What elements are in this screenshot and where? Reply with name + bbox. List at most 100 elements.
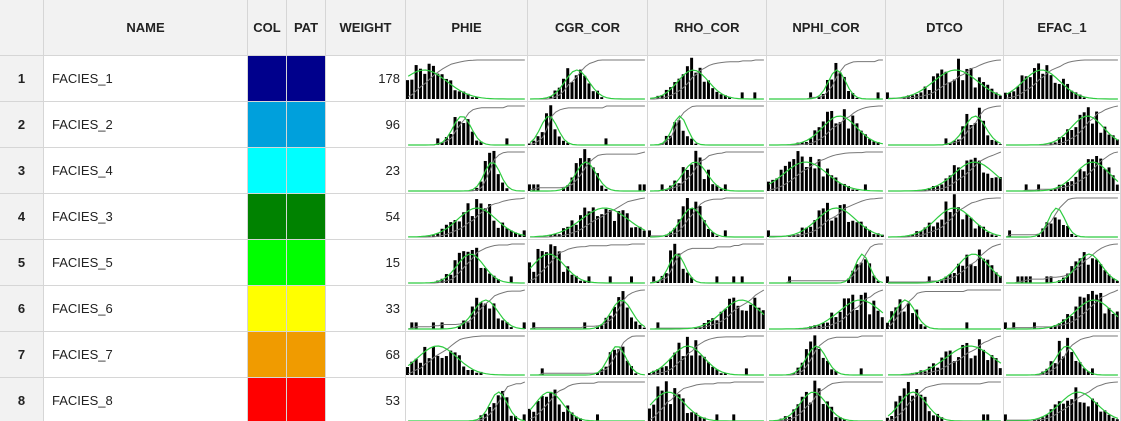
histogram-bar [630, 366, 633, 375]
histogram-bar [1045, 414, 1049, 421]
cumulative-line [529, 289, 645, 330]
histogram-bar [863, 292, 867, 329]
histogram-bar [444, 224, 448, 237]
row-index[interactable]: 7 [0, 332, 44, 378]
histogram-bar [1095, 402, 1099, 421]
fit-curve [650, 253, 764, 284]
column-header[interactable]: PHIE [406, 0, 528, 56]
column-header[interactable]: PAT [287, 0, 326, 56]
cumulative-line [1006, 243, 1118, 284]
histogram-bar [685, 336, 689, 375]
row-index[interactable]: 5 [0, 240, 44, 286]
histogram-bar [1070, 266, 1074, 283]
weight: 53 [326, 378, 406, 421]
histogram-bar [574, 416, 578, 421]
fit-curve [650, 115, 764, 146]
histogram-cell [886, 332, 1004, 378]
histogram-bar [553, 389, 557, 421]
histogram-bar [483, 303, 487, 329]
histogram-bar [952, 79, 956, 99]
weight: 23 [326, 148, 406, 194]
histogram-bar [863, 134, 867, 145]
histogram-bar [625, 307, 629, 329]
row-index[interactable]: 6 [0, 286, 44, 332]
histogram-cell [1004, 240, 1121, 286]
histogram-bar [723, 230, 727, 237]
histogram-bar [698, 157, 702, 191]
column-header[interactable]: EFAC_1 [1004, 0, 1121, 56]
histogram-bar [948, 143, 952, 145]
column-header[interactable]: NAME [44, 0, 248, 56]
histogram-bar [715, 320, 719, 329]
histogram-bar [522, 414, 526, 421]
column-header[interactable]: CGR_COR [528, 0, 648, 56]
histogram-bar [826, 111, 829, 145]
fit-curve [530, 161, 645, 192]
histogram-bar [617, 211, 621, 237]
histogram [406, 335, 525, 376]
histogram-bar [723, 184, 727, 191]
row-index[interactable]: 2 [0, 102, 44, 148]
histogram-bar [462, 212, 466, 237]
fit-curve [408, 162, 525, 192]
histogram-bar [1057, 340, 1061, 375]
histogram-bar [1062, 277, 1065, 283]
row-index[interactable]: 8 [0, 378, 44, 421]
histogram-bar [1016, 276, 1020, 283]
histogram-bar [817, 159, 821, 191]
histogram [530, 335, 645, 376]
histogram-bar [719, 188, 723, 191]
histogram-bar [826, 168, 829, 191]
histogram-bar [604, 366, 608, 375]
histogram-bar [719, 94, 723, 99]
histogram-bar [931, 226, 935, 237]
histogram-bar [1057, 219, 1061, 237]
fit-curve [888, 161, 1002, 192]
histogram-cell [648, 240, 767, 286]
histogram-bar [677, 120, 681, 145]
histogram-bar [673, 352, 677, 375]
histogram-bar [694, 412, 698, 421]
histogram [650, 57, 764, 100]
row-index[interactable]: 3 [0, 148, 44, 194]
histogram-bar [1107, 134, 1111, 145]
fit-curve [1006, 207, 1118, 238]
histogram-bar [723, 95, 727, 99]
histogram-bar [579, 418, 582, 421]
histogram-bar [868, 314, 872, 329]
histogram-bar [813, 380, 817, 421]
histogram-bar [579, 69, 582, 99]
column-header[interactable]: WEIGHT [326, 0, 406, 56]
histogram-bar [965, 68, 969, 99]
column-header[interactable]: COL [248, 0, 287, 56]
histogram-bar [886, 92, 889, 99]
histogram-bar [570, 274, 574, 283]
histogram-bar [587, 276, 591, 283]
histogram-bar [652, 370, 656, 375]
column-header[interactable]: DTCO [886, 0, 1004, 56]
histogram-bar [800, 396, 804, 421]
histogram-bar [414, 358, 418, 375]
histogram-bar [660, 95, 664, 99]
histogram [886, 243, 1002, 284]
histogram-bar [1115, 280, 1119, 283]
row-index[interactable]: 4 [0, 194, 44, 240]
histogram-bar [501, 320, 505, 329]
histogram-bar [1070, 90, 1074, 99]
histogram-cell [406, 286, 528, 332]
histogram-bar [444, 78, 448, 99]
row-index[interactable]: 1 [0, 56, 44, 102]
histogram-bar [927, 187, 931, 191]
histogram-bar [566, 68, 570, 99]
histogram-bar [817, 96, 821, 99]
histogram-bar [470, 131, 474, 145]
column-header[interactable]: RHO_COR [648, 0, 767, 56]
histogram [1004, 289, 1119, 330]
fit-curve [888, 69, 1002, 100]
histogram-bar [876, 233, 880, 237]
column-header[interactable]: NPHI_COR [767, 0, 886, 56]
histogram-bar [596, 326, 599, 329]
histogram-bar [492, 403, 496, 421]
histogram-bar [779, 169, 783, 191]
histogram-bar [715, 91, 719, 99]
